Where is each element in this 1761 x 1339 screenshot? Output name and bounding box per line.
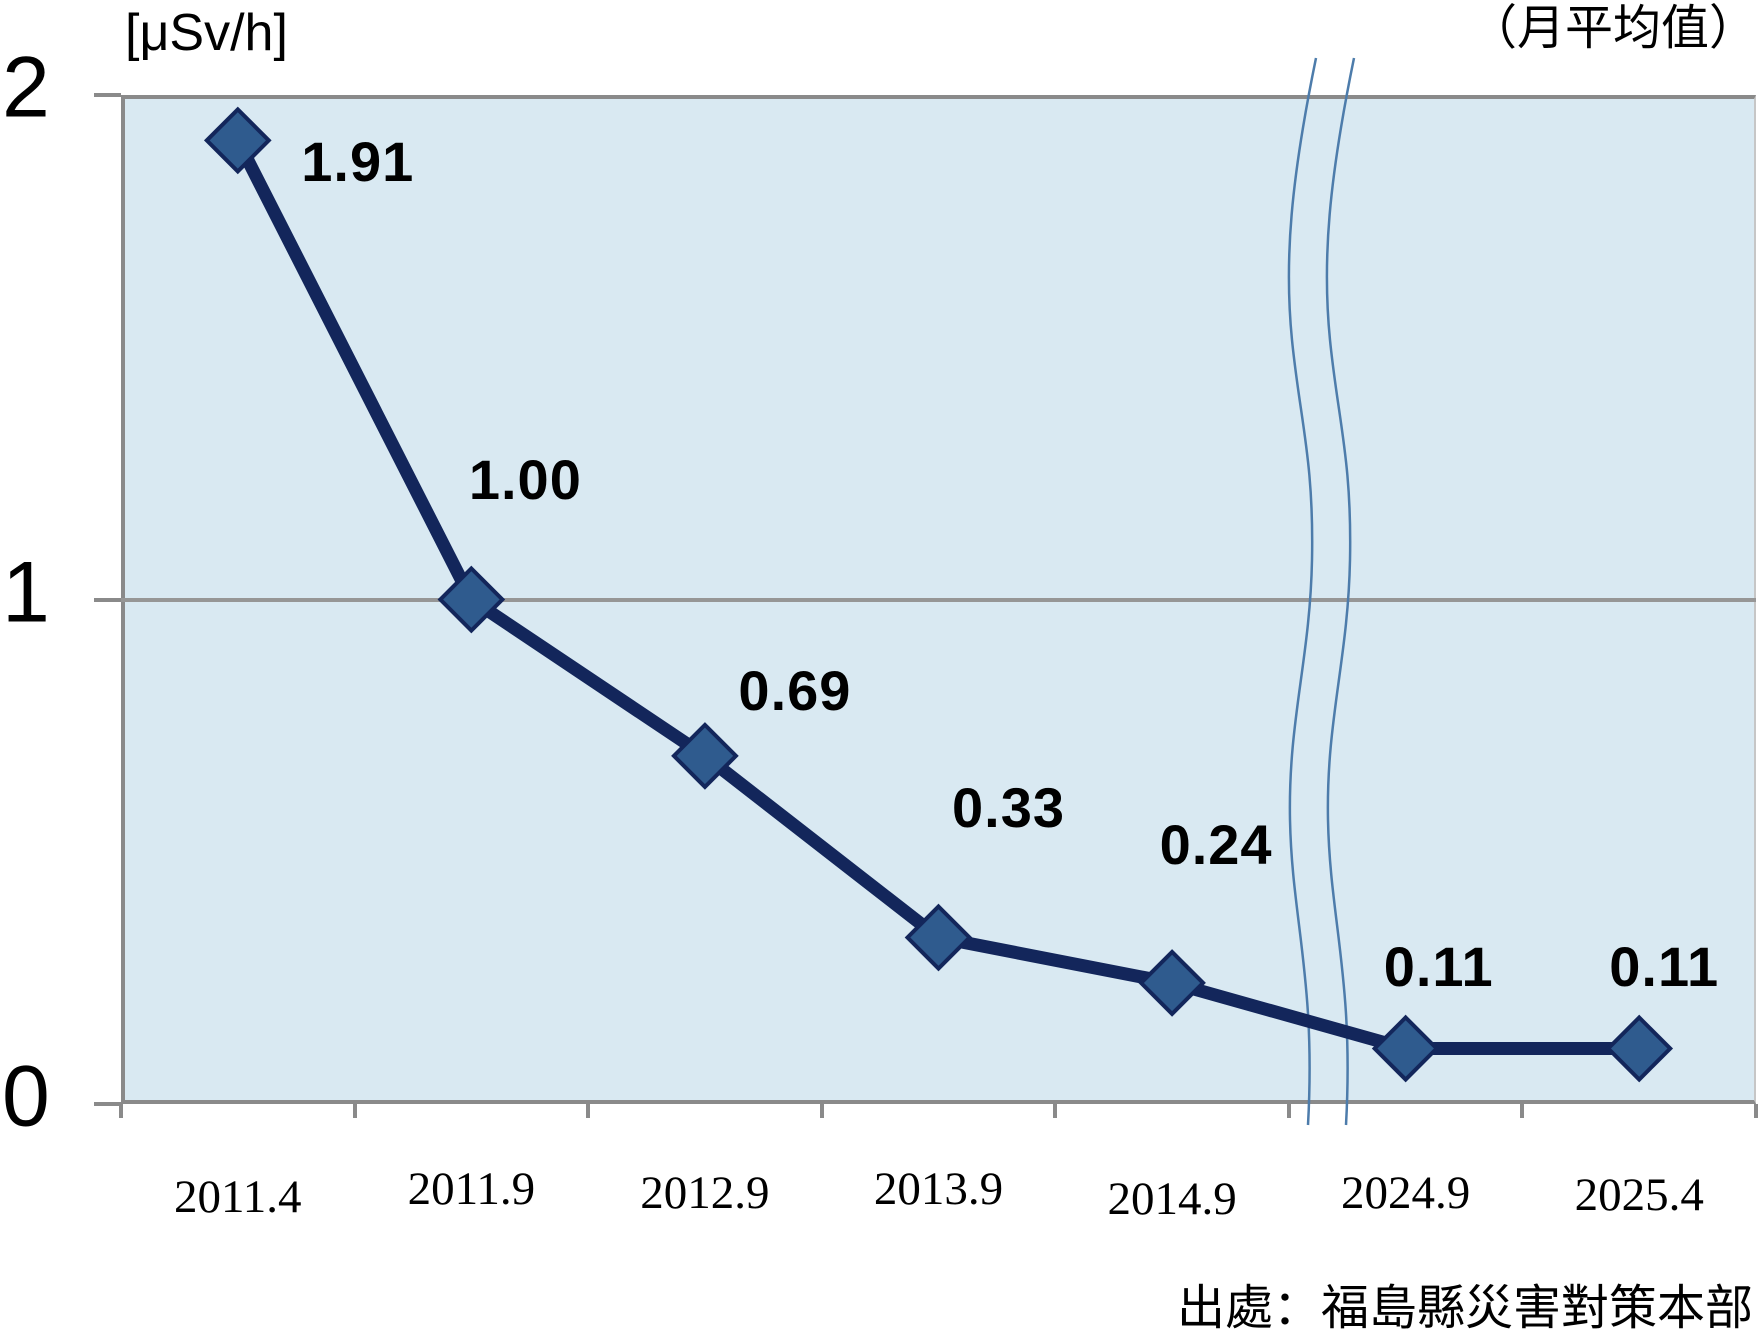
data-label: 0.11 — [1383, 934, 1494, 998]
x-tick-label: 2024.9 — [1341, 1167, 1471, 1219]
y-axis-unit-label: [μSv/h] — [125, 4, 288, 62]
y-tick-label: 0 — [2, 1048, 50, 1145]
y-gridline — [121, 597, 1756, 602]
x-axis-tick — [1754, 1104, 1758, 1118]
y-tick-label: 1 — [2, 543, 50, 640]
x-axis-tick — [586, 1104, 591, 1118]
x-axis-tick — [819, 1104, 824, 1118]
x-tick-label: 2014.9 — [1107, 1173, 1237, 1225]
data-label: 1.91 — [301, 130, 415, 194]
chart-subtitle: （月平均值） — [1468, 2, 1757, 55]
x-tick-label: 2011.9 — [407, 1163, 536, 1215]
x-tick-label: 2013.9 — [873, 1163, 1004, 1215]
x-axis-tick — [1053, 1104, 1058, 1118]
data-label: 0.11 — [1609, 934, 1720, 998]
x-tick-label: 2011.4 — [174, 1171, 302, 1223]
data-label: 0.24 — [1159, 812, 1273, 876]
x-tick-label: 2025.4 — [1574, 1169, 1704, 1221]
source-note: 出處：福島縣災害對策本部 — [1176, 1282, 1753, 1335]
x-tick-label: 2012.9 — [640, 1167, 770, 1219]
y-tick-label: 2 — [2, 39, 50, 136]
y-axis-tick — [94, 597, 121, 602]
data-label: 1.00 — [468, 447, 582, 511]
x-axis-tick — [1286, 1104, 1291, 1118]
data-label: 0.69 — [738, 658, 852, 722]
x-axis-tick — [1520, 1104, 1525, 1118]
data-label: 0.33 — [952, 775, 1065, 839]
y-axis-tick — [94, 1102, 121, 1106]
x-axis-tick — [352, 1104, 357, 1118]
y-axis-tick — [94, 93, 121, 97]
x-axis-tick — [119, 1104, 123, 1118]
